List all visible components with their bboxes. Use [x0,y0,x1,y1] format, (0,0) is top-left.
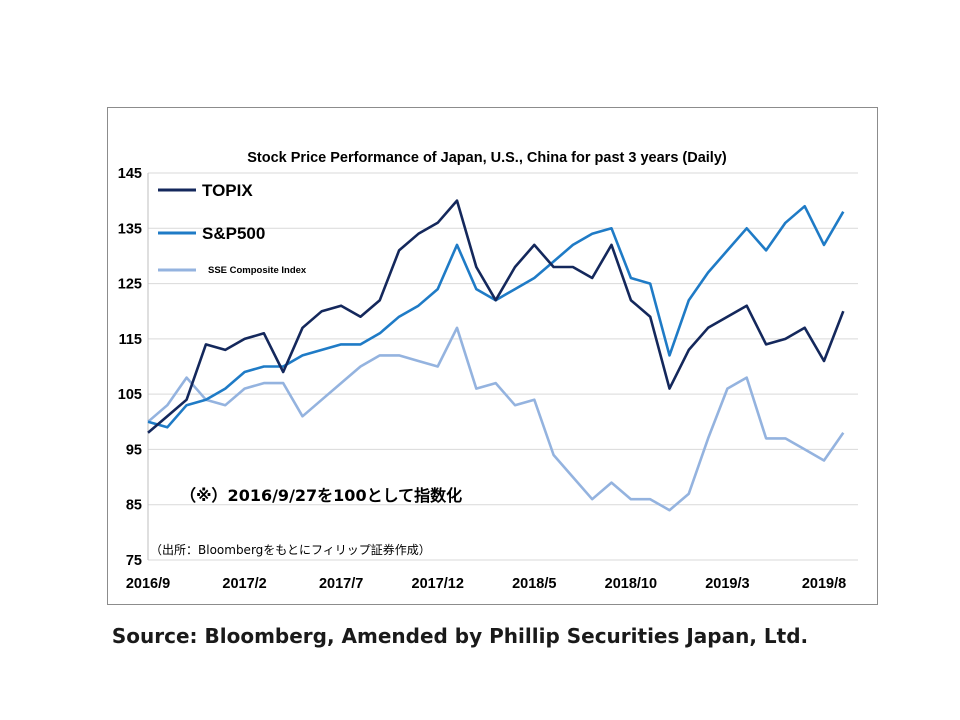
x-tick-label: 2017/12 [412,576,464,592]
x-tick-label: 2017/2 [222,576,266,592]
data-source-note: （出所：Bloombergをもとにフィリップ証券作成） [150,542,431,557]
x-tick-label: 2017/7 [319,576,363,592]
legend-label: TOPIX [202,181,253,200]
y-tick-label: 105 [118,387,142,403]
y-tick-label: 85 [126,498,142,514]
y-tick-label: 145 [118,166,142,182]
x-tick-label: 2016/9 [126,576,170,592]
y-axis-ticks: 145 135 125 115 105 95 85 75 [118,166,142,569]
x-axis-ticks: 2016/9 2017/2 2017/7 2017/12 2018/5 2018/10 20… [126,576,846,592]
index-note: （※）2016/9/27を100として指数化 [180,486,462,505]
chart-title: Stock Price Performance of Japan, U.S., … [247,150,727,166]
legend-label: S&P500 [202,224,265,243]
legend-label: SSE Composite Index [208,265,307,276]
series-lines [147,199,845,512]
y-tick-label: 95 [126,442,142,458]
y-tick-label: 75 [126,553,142,569]
chart-frame: Stock Price Performance of Japan, U.S., … [107,107,878,605]
source-note: Source: Bloomberg, Amended by Phillip Se… [111,624,809,648]
y-tick-label: 125 [118,277,142,293]
series-line-topix [147,199,845,434]
legend: TOPIX S&P500 SSE Composite Index [158,181,307,276]
x-tick-label: 2018/5 [512,576,556,592]
y-tick-label: 135 [118,221,142,237]
y-tick-label: 115 [119,332,142,348]
line-chart: Stock Price Performance of Japan, U.S., … [118,150,858,592]
x-tick-label: 2019/8 [802,576,846,592]
x-tick-label: 2018/10 [605,576,657,592]
x-tick-label: 2019/3 [705,576,749,592]
series-line-sse-composite-index [147,326,845,512]
